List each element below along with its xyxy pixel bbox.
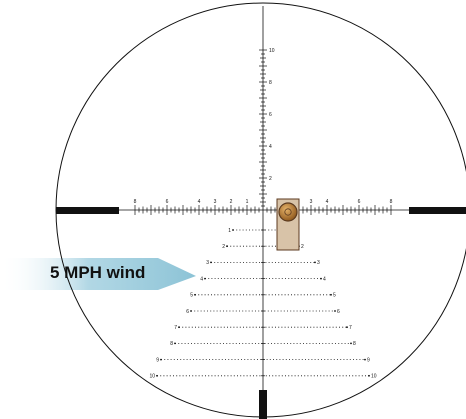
holdover-label-right: 10: [371, 374, 377, 380]
horizontal-scale-label: 3: [310, 199, 313, 205]
holdover-dot: [226, 245, 228, 248]
holdover-dot: [178, 326, 180, 329]
holdover-dot: [346, 326, 348, 329]
horizontal-scale-label: 8: [390, 199, 393, 205]
horizontal-scale-label: 6: [358, 199, 361, 205]
left-post: [56, 207, 119, 214]
horizontal-scale-label: 6: [166, 199, 169, 205]
holdover-rows: 1122334455667788991010: [149, 228, 376, 380]
holdover-label-left: 1: [228, 228, 231, 234]
vertical-scale-label: 2: [269, 176, 272, 182]
horizontal-scale-label: 8: [134, 199, 137, 205]
holdover-label-right: 4: [323, 276, 326, 282]
holdover-dot: [364, 358, 366, 361]
vertical-scale-label: 4: [269, 144, 272, 150]
holdover-label-right: 6: [337, 309, 340, 315]
holdover-label-right: 7: [349, 325, 352, 331]
holdover-dot: [330, 293, 332, 296]
horizontal-scale-label: 3: [214, 199, 217, 205]
holdover-dot: [174, 342, 176, 345]
holdover-dot: [160, 358, 162, 361]
holdover-label-left: 7: [174, 325, 177, 331]
holdover-dot: [232, 229, 234, 231]
holdover-dot: [320, 277, 322, 280]
vertical-scale-label: 6: [269, 112, 272, 118]
holdover-label-left: 3: [206, 260, 209, 266]
horizontal-scale-label: 2: [230, 199, 233, 205]
holdover-label-left: 9: [156, 357, 159, 363]
bottom-post: [259, 390, 267, 419]
horizontal-scale-label: 4: [198, 199, 201, 205]
holdover-label-left: 4: [200, 276, 203, 282]
holdover-dot: [156, 374, 158, 377]
holdover-dot: [334, 310, 336, 312]
holdover-dot: [210, 261, 212, 264]
holdover-label-right: 2: [301, 244, 304, 250]
bullet-impact-icon: [278, 202, 298, 222]
wind-arrow: [0, 258, 196, 290]
holdover-dot: [204, 277, 206, 280]
holdover-label-left: 10: [149, 374, 155, 380]
holdover-label-left: 2: [222, 244, 225, 250]
holdover-label-left: 5: [190, 293, 193, 299]
holdover-label-left: 6: [186, 309, 189, 315]
holdover-label-right: 3: [317, 260, 320, 266]
wind-label: 5 MPH wind: [50, 263, 146, 282]
holdover-dot: [368, 374, 370, 377]
holdover-dot: [350, 342, 352, 345]
right-post: [409, 207, 466, 214]
vertical-scale-label: 10: [269, 48, 275, 54]
vertical-scale-labels: 2 4 6 8 10: [269, 48, 275, 182]
holdover-label-left: 8: [170, 341, 173, 347]
horizontal-scale-label: 1: [246, 199, 249, 205]
bullet-impact-center-icon: [284, 208, 292, 216]
holdover-dot: [314, 261, 316, 264]
holdover-dot: [190, 310, 192, 312]
holdover-dot: [194, 293, 196, 296]
vertical-scale-label: 8: [269, 80, 272, 86]
horizontal-scale-label: 4: [326, 199, 329, 205]
holdover-label-right: 5: [333, 293, 336, 299]
holdover-label-right: 9: [367, 357, 370, 363]
holdover-label-right: 8: [353, 341, 356, 347]
